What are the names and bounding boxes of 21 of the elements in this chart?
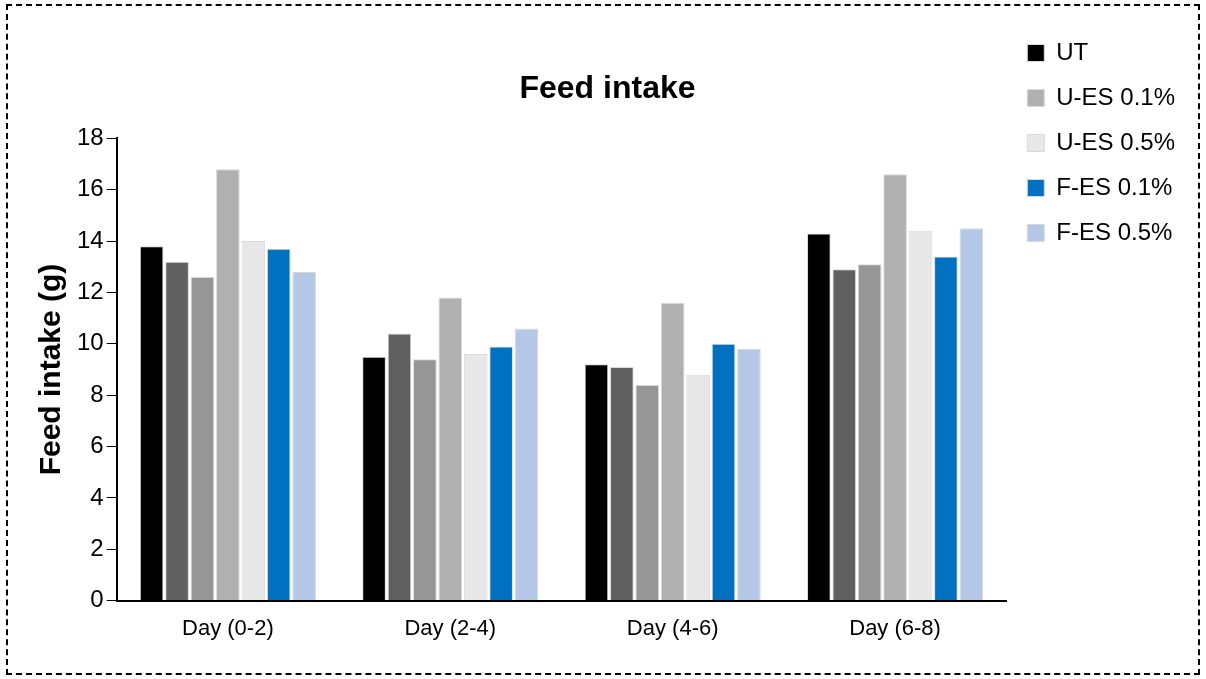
y-tick-label: 10 [76,328,104,356]
y-tick-label: 8 [90,379,104,407]
chart-title: Feed intake [519,69,696,106]
x-tick-label: Day (0-2) [182,614,274,640]
legend-label: U-ES 0.1% [1056,82,1176,110]
y-tick-label: 0 [90,585,104,613]
y-tick-label: 4 [90,482,104,510]
x-tick-label: Day (4-6) [626,614,719,640]
y-tick-label: 6 [90,431,104,459]
y-tick-label: 2 [90,533,104,561]
y-tick-label: 14 [76,225,104,253]
legend-label: U-ES 0.5% [1056,127,1176,155]
x-tick-label: Day (2-4) [404,614,497,640]
legend-label: UT [1056,37,1089,65]
y-tick-label: 18 [76,123,104,151]
y-axis-title: Feed intake (g) [33,263,67,476]
x-tick-label: Day (6-8) [849,614,941,640]
legend-label: F-ES 0.1% [1056,172,1173,200]
y-tick-label: 16 [76,174,104,202]
legend-label: F-ES 0.5% [1056,217,1173,245]
y-tick-label: 12 [76,277,104,305]
